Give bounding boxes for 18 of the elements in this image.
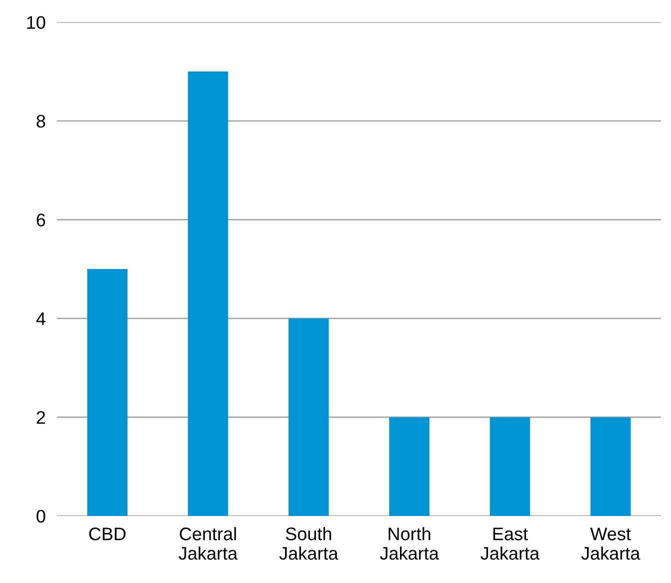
bar: [389, 417, 430, 516]
x-tick-label: West Jakarta: [581, 528, 640, 560]
bar: [490, 417, 530, 516]
x-tick-label: CBD: [89, 528, 126, 540]
y-tick-label: 0: [36, 510, 46, 523]
x-tick-label: North Jakarta: [380, 527, 439, 560]
bar: [590, 417, 631, 516]
x-tick-label: East Jakarta: [480, 528, 540, 560]
x-tick-label: South Jakarta: [279, 527, 338, 560]
y-tick-label: 8: [36, 114, 46, 128]
x-tick-label: Central Jakarta: [178, 527, 238, 560]
bar: [188, 72, 228, 516]
y-tick-label: 2: [36, 411, 46, 424]
y-tick-label: 4: [36, 312, 46, 325]
y-tick-label: 10: [27, 16, 46, 29]
bar: [87, 269, 128, 516]
y-tick-label: 6: [36, 214, 46, 226]
bar: [288, 318, 329, 516]
